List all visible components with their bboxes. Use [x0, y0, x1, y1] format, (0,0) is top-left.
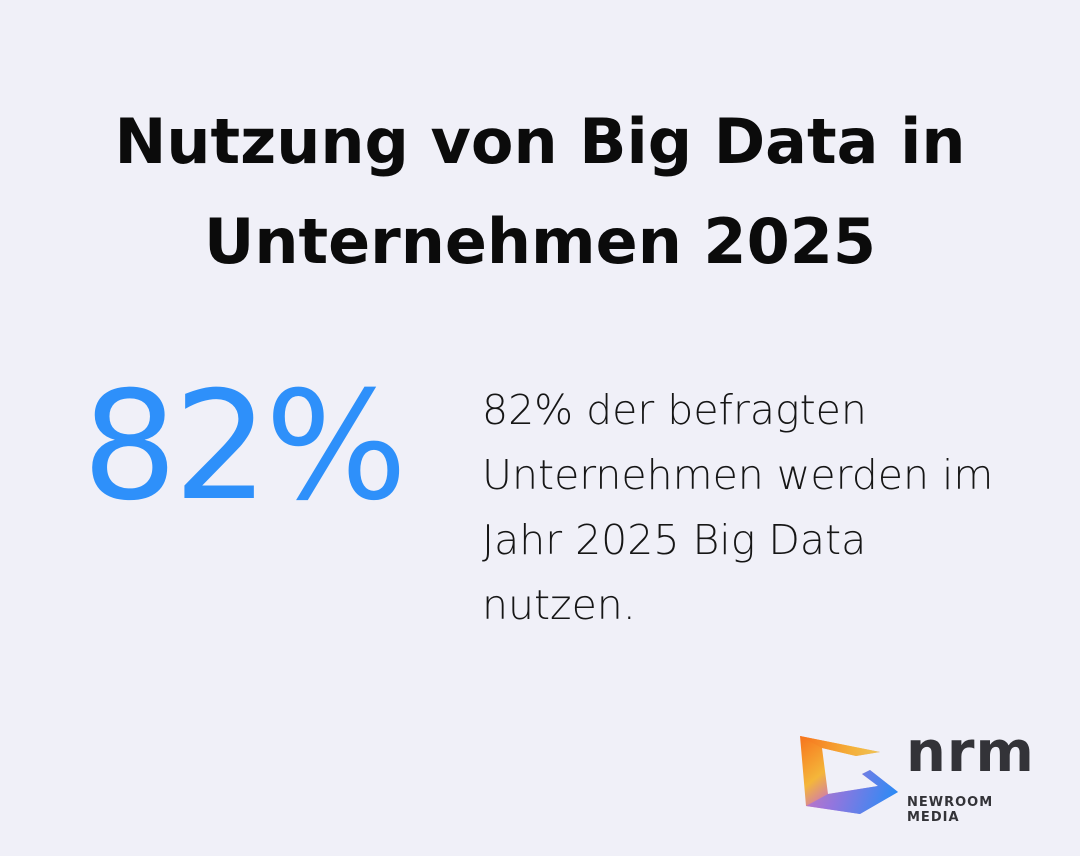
- logo-mark-icon: [800, 736, 898, 814]
- stat-description: 82% der befragten Unternehmen werden im …: [482, 386, 994, 629]
- logo-tagline: NEWROOM MEDIA: [907, 795, 994, 825]
- page-title: Nutzung von Big Data in Unternehmen 2025: [114, 105, 966, 278]
- stat-value: 82%: [82, 360, 407, 534]
- newroom-media-logo: nrm NEWROOM MEDIA: [798, 720, 1048, 825]
- logo-wordmark: nrm: [906, 720, 1035, 785]
